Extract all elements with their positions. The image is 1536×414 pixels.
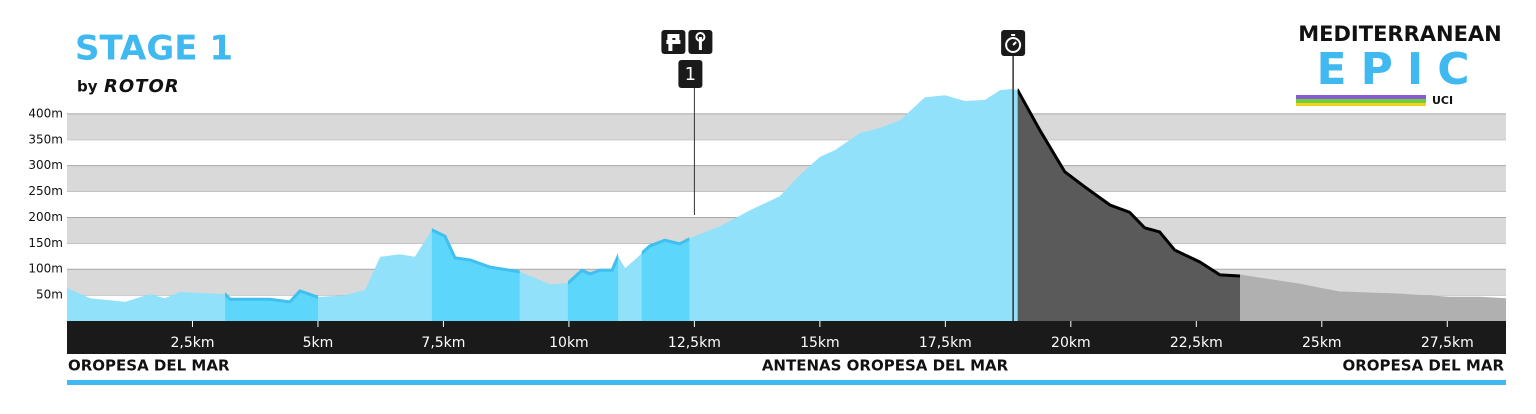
logo-stripe bbox=[1296, 95, 1426, 99]
feed-number-box bbox=[678, 60, 703, 88]
x-tick-label: 17,5km bbox=[919, 335, 972, 351]
y-tick-label: 400m bbox=[28, 106, 63, 120]
sponsor: ROTOR bbox=[104, 76, 180, 97]
x-tick-label: 10km bbox=[549, 335, 589, 351]
x-tick-label: 27,5km bbox=[1421, 335, 1474, 351]
logo-badge: UCI bbox=[1432, 94, 1453, 107]
zone-area bbox=[431, 229, 520, 321]
timer-hand bbox=[1011, 34, 1017, 46]
by-label: by bbox=[77, 78, 98, 96]
y-tick-label: 50m bbox=[36, 288, 63, 302]
y-tick-label: 100m bbox=[28, 262, 63, 276]
zone-area bbox=[1017, 90, 1240, 321]
x-tick-label: 15km bbox=[800, 335, 840, 351]
tech-wrench-head bbox=[695, 32, 706, 42]
logo-word: EPIC bbox=[1317, 44, 1484, 95]
timer-face bbox=[1005, 37, 1022, 53]
x-tick-label: 25km bbox=[1302, 335, 1342, 351]
x-tick-label: 7,5km bbox=[421, 335, 465, 351]
y-tick-label: 300m bbox=[28, 158, 63, 172]
stage-title: STAGE 1 bbox=[75, 29, 233, 69]
grid-band bbox=[67, 113, 1506, 140]
place-end: OROPESA DEL MAR bbox=[1343, 357, 1505, 375]
logo-stripe bbox=[1296, 99, 1426, 103]
zone-line bbox=[641, 237, 690, 256]
x-tick-label: 12,5km bbox=[668, 335, 721, 351]
logo-top: MEDITERRANEAN bbox=[1298, 22, 1502, 46]
x-axis-band bbox=[67, 321, 1506, 354]
bottom-bar bbox=[67, 380, 1506, 385]
x-tick-label: 20km bbox=[1051, 335, 1091, 351]
y-tick-label: 200m bbox=[28, 210, 63, 224]
logo-stripe bbox=[1296, 103, 1426, 106]
feed-number: 1 bbox=[685, 64, 696, 85]
y-tick-label: 250m bbox=[28, 184, 63, 198]
y-tick-label: 350m bbox=[28, 132, 63, 146]
grid-band bbox=[67, 165, 1506, 192]
place-mid: ANTENAS OROPESA DEL MAR bbox=[762, 357, 1009, 375]
x-tick-label: 22,5km bbox=[1170, 335, 1223, 351]
zone-line bbox=[1017, 88, 1240, 278]
y-tick-label: 150m bbox=[28, 236, 63, 250]
zone-area bbox=[641, 238, 690, 321]
x-tick-label: 5km bbox=[303, 335, 334, 351]
feed-cross bbox=[666, 34, 681, 51]
place-start: OROPESA DEL MAR bbox=[68, 357, 230, 375]
x-tick-label: 2,5km bbox=[170, 335, 214, 351]
